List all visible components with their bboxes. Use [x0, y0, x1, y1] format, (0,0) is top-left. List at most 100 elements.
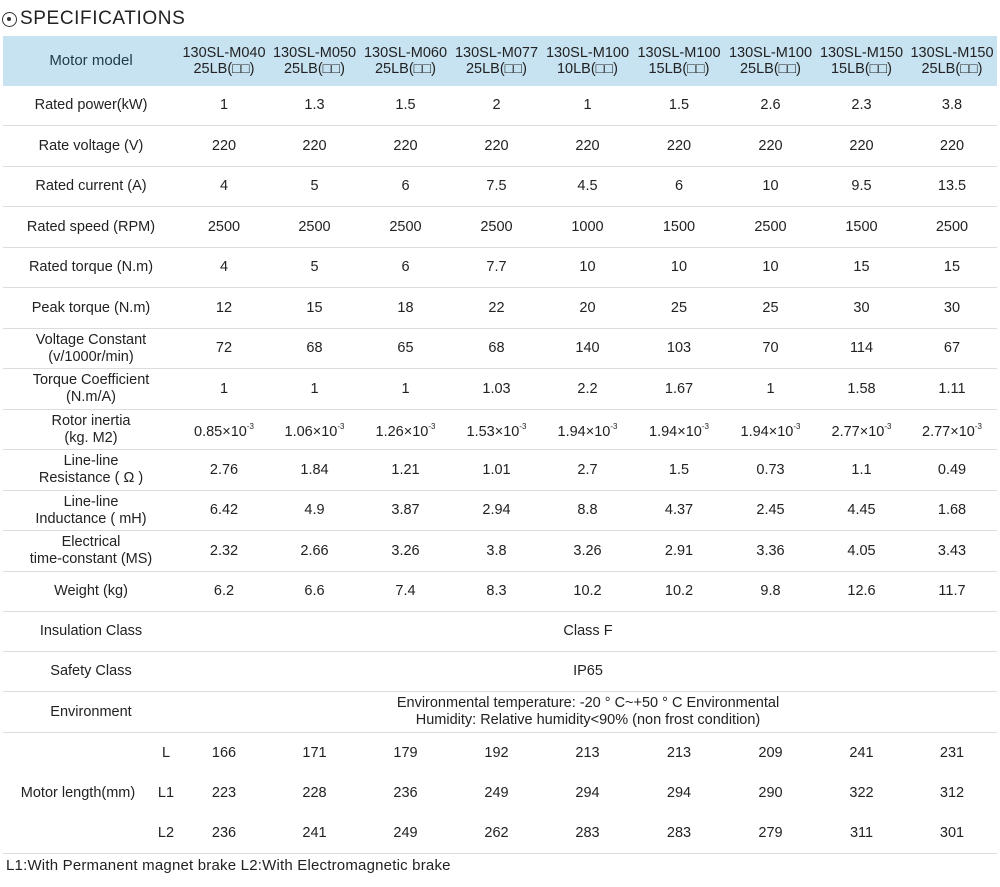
environment-value: Environmental temperature: -20 ° C~+50 °…: [179, 691, 997, 733]
motor-model-header: 130SL-M100 15LB(□□): [633, 36, 725, 86]
model-variant: 25LB(□□): [374, 61, 437, 77]
spec-value: 2.94: [451, 490, 542, 531]
specifications-table: Motor model 130SL-M040 25LB(□□) 130SL-M050 2…: [3, 36, 997, 854]
spec-value: 220: [360, 125, 451, 167]
spec-value: 15: [907, 247, 997, 288]
spec-value: 4: [179, 247, 269, 288]
length-value: 249: [360, 813, 451, 854]
row-label-text: Line-line: [63, 493, 119, 510]
section-title: SPECIFICATIONS: [2, 6, 185, 32]
spec-value: 2500: [725, 206, 816, 248]
length-value: 241: [849, 744, 874, 761]
row-label: Rate voltage (V): [3, 125, 179, 167]
spec-value: 1.03: [451, 368, 542, 410]
row-label-text: Rated speed (RPM): [26, 218, 156, 235]
model-code: 130SL-M050: [272, 45, 357, 61]
exponent: -3: [974, 421, 982, 431]
spec-value: 6: [633, 166, 725, 207]
spec-value: 2: [451, 86, 542, 126]
motor-model-header: 130SL-M050 25LB(□□): [269, 36, 360, 86]
spec-value: 13.5: [907, 166, 997, 207]
spec-value: 1.3: [269, 86, 360, 126]
motor-length-row: L2 236 241 249 262 283 283 279 311 301: [3, 813, 997, 854]
spec-value: 2.2: [542, 368, 633, 410]
spec-value: 1.84: [269, 449, 360, 491]
spec-value: 1500: [633, 206, 725, 248]
spec-value: 2.66: [269, 530, 360, 572]
spec-value: 12: [179, 287, 269, 329]
spec-value: 2.7: [542, 449, 633, 491]
model-variant: 10LB(□□): [556, 61, 619, 77]
row-label: Torque Coefficient (N.m/A): [3, 368, 179, 410]
model-code: 130SL-M040: [182, 45, 266, 61]
spec-row: Rated power(kW) 1 1.3 1.5 2 1 1.5 2.6 2.3 3.8: [3, 86, 997, 126]
header-label: Motor model: [3, 36, 179, 86]
spec-value: 67: [907, 328, 997, 369]
spec-value: 1.1: [816, 449, 907, 491]
spec-value: 1.68: [907, 490, 997, 531]
spec-value: 220: [633, 125, 725, 167]
row-value: IP65: [179, 651, 997, 692]
motor-length-row: Motor length(mm) L 166 171 179 192 213 213 209 24…: [3, 732, 997, 854]
length-type-label: L: [161, 744, 171, 761]
spec-value: 1.01: [451, 449, 542, 491]
spec-value: 1: [360, 368, 451, 410]
spec-value: 103: [633, 328, 725, 369]
exponent: -3: [793, 421, 801, 431]
row-label-text: Voltage Constant: [35, 331, 147, 348]
spec-value: 1: [179, 86, 269, 126]
length-value: 192: [484, 744, 509, 761]
spec-value: 1.58: [816, 368, 907, 410]
spec-value: 12.6: [816, 571, 907, 612]
length-value: 171: [302, 744, 327, 761]
spec-value: 1.94×10-3: [542, 409, 633, 450]
spec-value: 4.37: [633, 490, 725, 531]
model-variant: 15LB(□□): [648, 61, 710, 77]
row-label: Rated power(kW): [3, 86, 179, 126]
spec-value: 1: [269, 368, 360, 410]
spec-value: 2.32: [179, 530, 269, 572]
spec-value: 0.73: [725, 449, 816, 491]
row-label: Rated torque (N.m): [3, 247, 179, 288]
spec-value: 25: [725, 287, 816, 329]
motor-model-header: 130SL-M060 25LB(□□): [360, 36, 451, 86]
model-variant: 25LB(□□): [465, 61, 528, 77]
row-label-text: Rated power(kW): [34, 97, 148, 113]
spec-value: 1.94×10-3: [725, 409, 816, 450]
spec-value: 68: [451, 328, 542, 369]
spec-value: 3.8: [451, 530, 542, 572]
length-value: 213: [575, 744, 600, 761]
spec-value: 6.42: [179, 490, 269, 531]
length-value: 262: [451, 813, 542, 854]
spec-value: 1.21: [360, 449, 451, 491]
row-label: Electrical time-constant (MS): [3, 530, 179, 572]
spec-value: 68: [269, 328, 360, 369]
model-code: 130SL-M100: [637, 45, 721, 61]
row-value: Class F: [179, 611, 997, 652]
spec-value: 1.5: [633, 86, 725, 126]
spec-value: 1.5: [360, 86, 451, 126]
model-variant: 25LB(□□): [921, 61, 983, 77]
motor-model-header: 130SL-M150 15LB(□□): [816, 36, 907, 86]
spec-value: 2500: [451, 206, 542, 248]
motor-model-header: 130SL-M150 25LB(□□): [907, 36, 997, 86]
safety-row: Safety Class IP65: [3, 651, 997, 692]
spec-row: Rotor inertia (kg. M2) 0.85×10-3 1.06×10-3 1…: [3, 409, 997, 450]
row-label: Motor length(mm): [3, 732, 153, 854]
model-variant: 15LB(□□): [830, 61, 893, 77]
spec-value: 1.94×10-3: [633, 409, 725, 450]
spec-value: 2500: [269, 206, 360, 248]
row-label: Safety Class: [3, 651, 179, 692]
spec-value: 18: [360, 287, 451, 329]
spec-value: 7.5: [451, 166, 542, 207]
insulation-row: Insulation Class Class F: [3, 611, 997, 652]
spec-row: Weight (kg) 6.2 6.6 7.4 8.3 10.2 10.2 9.8 12.6 11…: [3, 571, 997, 612]
row-label: Line-line Inductance ( mH): [3, 490, 179, 531]
motor-model-header: 130SL-M100 10LB(□□): [542, 36, 633, 86]
spec-value: 2.3: [816, 86, 907, 126]
spec-value: 3.43: [907, 530, 997, 572]
length-value: 283: [633, 813, 725, 854]
spec-value: 220: [816, 125, 907, 167]
length-value: 290: [758, 784, 783, 801]
row-label-text: (v/1000r/min): [48, 348, 134, 365]
